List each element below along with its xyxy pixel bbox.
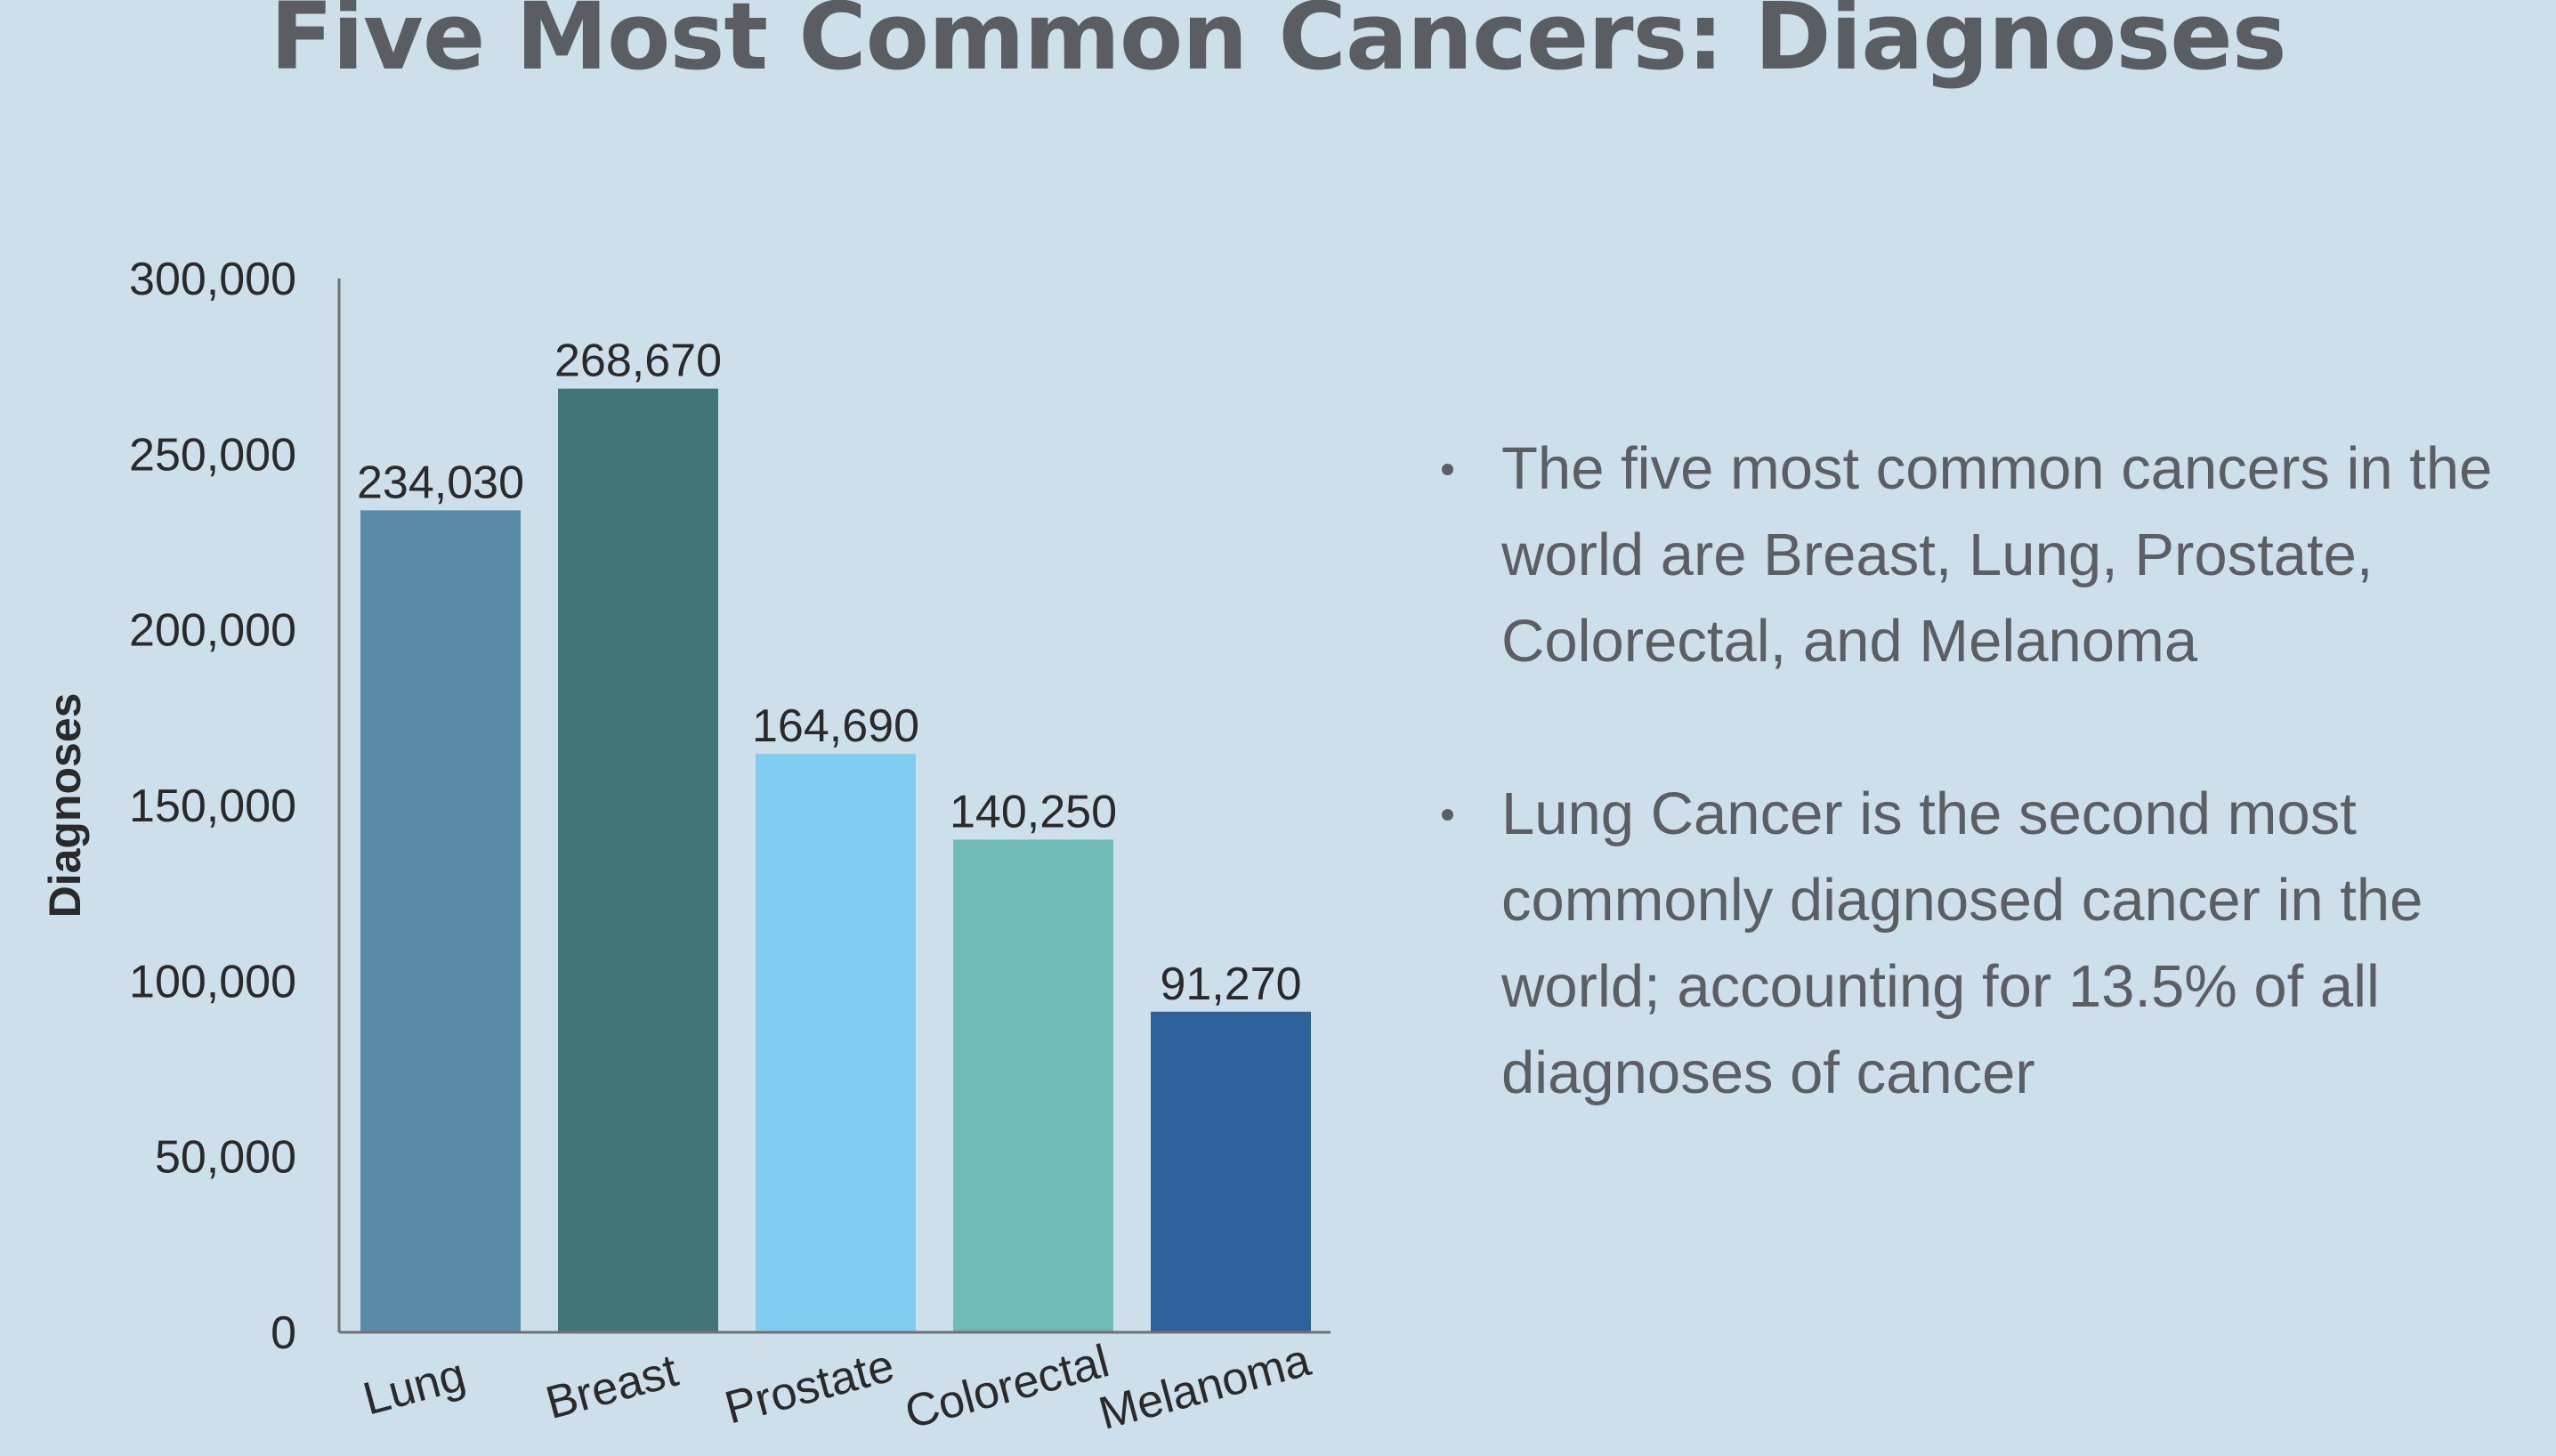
bar-colorectal [953,839,1113,1332]
bar-breast [558,388,718,1333]
y-tick-labels-group: 0 50,000 100,000 150,000 200,000 250,000 300,0… [129,254,296,1359]
bullet-dot-icon [1442,809,1453,821]
bar-melanoma [1151,1011,1311,1332]
y-tick-label: 250,000 [129,429,296,481]
bullet-text: Lung Cancer is the second most commonly … [1501,781,2423,1106]
data-label-prostate: 164,690 [752,700,919,752]
page-title: Five Most Common Cancers: Diagnoses [270,0,2286,91]
bullet-text: The five most common cancers in the worl… [1501,435,2493,675]
bars-group [360,388,1311,1333]
y-tick-label: 100,000 [129,956,296,1007]
x-tick-label: Lung [358,1349,471,1426]
y-axis-title: Diagnoses [40,693,90,918]
y-tick-label: 200,000 [129,605,296,657]
data-labels-group: 234,030 268,670 164,690 140,250 91,270 [357,336,1302,1010]
y-tick-label: 50,000 [155,1132,296,1184]
bullet-item: The five most common cancers in the worl… [1433,425,2545,684]
bar-prostate [756,754,916,1332]
bar-lung [360,510,521,1332]
bullet-dot-icon [1442,464,1453,475]
y-tick-label: 0 [271,1307,296,1359]
x-tick-label: Colorectal [900,1335,1114,1439]
bullet-list: The five most common cancers in the worl… [1433,425,2545,1202]
x-tick-label: Melanoma [1094,1334,1316,1440]
x-tick-label: Breast [541,1345,684,1429]
x-tick-label: Prostate [720,1340,900,1435]
y-tick-label: 300,000 [129,254,296,305]
bar-chart: Diagnoses 234,030 268,670 164,690 140,250 91… [40,254,1331,1440]
data-label-lung: 234,030 [357,457,524,508]
data-label-colorectal: 140,250 [950,786,1117,837]
data-label-melanoma: 91,270 [1160,959,1301,1010]
y-tick-label: 150,000 [129,781,296,832]
bullet-item: Lung Cancer is the second most commonly … [1433,771,2545,1116]
data-label-breast: 268,670 [554,336,722,387]
